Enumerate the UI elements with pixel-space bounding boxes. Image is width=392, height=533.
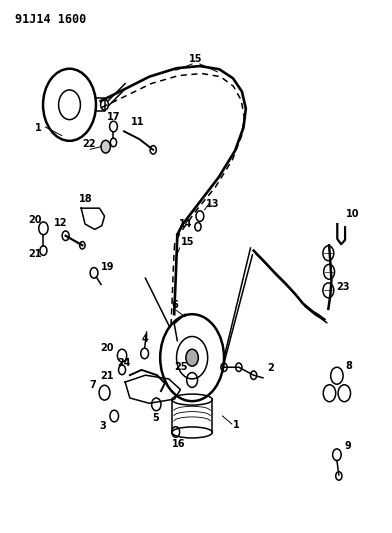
Text: 16: 16 [172, 439, 185, 449]
Text: 23: 23 [336, 282, 350, 293]
Text: 14: 14 [179, 219, 193, 229]
Text: 6: 6 [172, 300, 179, 310]
Text: 21: 21 [28, 249, 42, 259]
Text: 3: 3 [100, 421, 106, 431]
Text: 5: 5 [152, 413, 159, 423]
Text: 1: 1 [35, 123, 42, 133]
Text: 10: 10 [346, 208, 359, 219]
Text: 17: 17 [107, 112, 120, 122]
Text: 1: 1 [233, 420, 240, 430]
Text: 22: 22 [82, 139, 96, 149]
Text: 15: 15 [181, 237, 195, 247]
Text: 9: 9 [345, 441, 352, 451]
Circle shape [186, 349, 198, 366]
Text: 20: 20 [28, 215, 42, 225]
Text: 2: 2 [268, 364, 274, 374]
Text: 11: 11 [131, 117, 145, 127]
Text: 24: 24 [117, 358, 131, 368]
Text: 20: 20 [101, 343, 114, 353]
Text: 21: 21 [101, 372, 114, 382]
Text: 91J14 1600: 91J14 1600 [15, 13, 86, 26]
Text: 15: 15 [189, 54, 203, 64]
Text: 18: 18 [78, 194, 92, 204]
Text: 13: 13 [206, 199, 219, 208]
Text: 25: 25 [174, 362, 188, 373]
Text: 4: 4 [142, 334, 148, 344]
Circle shape [101, 140, 111, 153]
Text: 7: 7 [89, 381, 96, 391]
Text: 8: 8 [345, 361, 352, 371]
Text: 19: 19 [101, 262, 114, 272]
Text: 12: 12 [54, 218, 67, 228]
